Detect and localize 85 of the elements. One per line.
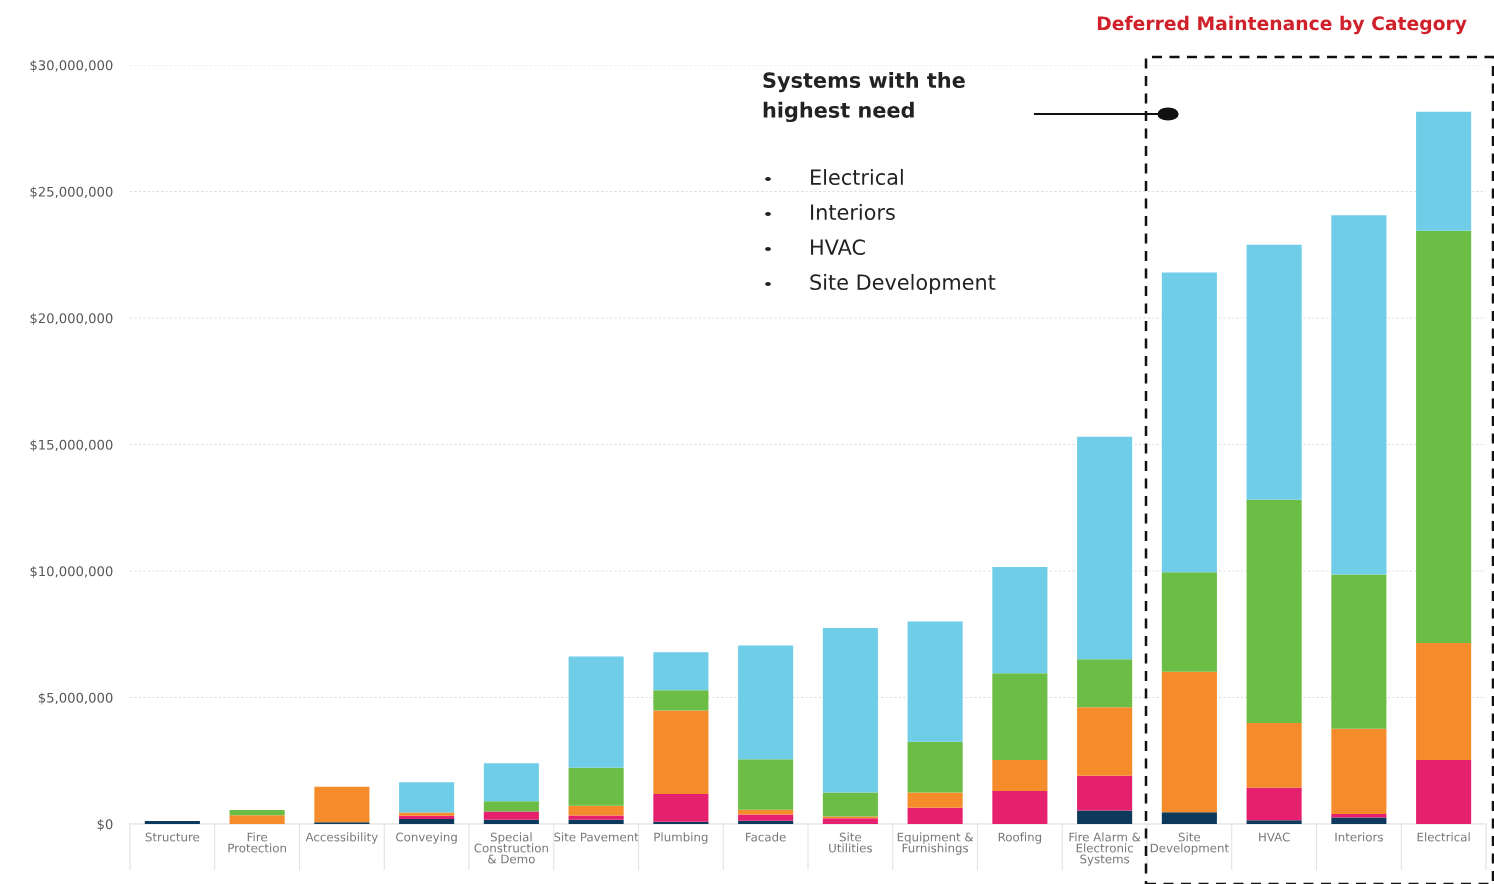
x-tick-label: Structure — [145, 832, 200, 842]
bar — [483, 819, 539, 824]
bar — [822, 792, 878, 817]
bar — [992, 791, 1048, 824]
bar — [1077, 707, 1133, 776]
bar — [1077, 436, 1133, 660]
y-tick-label: $30,000,000 — [30, 59, 113, 72]
y-tick-label: $25,000,000 — [30, 186, 113, 199]
bar — [314, 786, 370, 823]
x-tick-label: Site Pavement — [554, 832, 639, 842]
bar — [1161, 272, 1217, 573]
bar — [1416, 643, 1472, 760]
bar — [738, 759, 794, 810]
x-tick-label: Special Construction & Demo — [474, 832, 548, 864]
bar — [483, 763, 539, 802]
y-tick-label: $0 — [97, 818, 113, 831]
bar — [992, 759, 1048, 792]
bar — [1331, 728, 1387, 814]
bar — [1331, 817, 1387, 824]
bar — [568, 767, 624, 806]
annotation: Site Development — [810, 273, 996, 295]
bar — [483, 811, 539, 820]
bar — [1161, 812, 1217, 824]
bar — [822, 627, 878, 793]
bar — [653, 652, 709, 691]
x-tick-label: HVAC — [1259, 832, 1290, 842]
y-tick-label: $5,000,000 — [38, 692, 113, 705]
bar — [1331, 574, 1387, 729]
bar — [992, 673, 1048, 760]
x-tick-label: Facade — [746, 832, 786, 842]
y-tick-label: $15,000,000 — [30, 439, 113, 452]
x-tick-label: Roofing — [998, 832, 1042, 844]
bar — [229, 815, 285, 824]
bar — [1331, 215, 1387, 575]
bar — [738, 820, 794, 824]
x-tick-label: Site Utilities — [829, 832, 873, 853]
x-tick-label: Site Development — [1150, 832, 1229, 855]
annotation: HVAC — [811, 239, 865, 256]
bar — [399, 818, 455, 824]
annotation: Electrical — [811, 168, 903, 186]
bar — [144, 820, 200, 824]
bar — [738, 814, 794, 821]
bar — [907, 741, 963, 793]
x-tick-label: Conveying — [396, 832, 457, 844]
bar — [1416, 759, 1472, 824]
x-tick-label: Accessibility — [305, 832, 378, 844]
bar — [399, 782, 455, 813]
bar — [1077, 775, 1133, 811]
bar — [1161, 671, 1217, 813]
bar — [992, 566, 1048, 674]
bar — [653, 793, 709, 822]
bar — [653, 690, 709, 711]
bar — [483, 801, 539, 812]
bar — [1161, 572, 1217, 672]
x-tick-label: Fire Protection — [228, 832, 286, 853]
bar — [568, 656, 624, 768]
y-tick-label: $10,000,000 — [30, 565, 113, 578]
chart-title: Deferred Maintenance by Category — [1097, 15, 1467, 35]
bar — [907, 792, 963, 808]
bar — [568, 815, 624, 820]
x-tick-label: Plumbing — [654, 832, 708, 844]
bar — [568, 805, 624, 816]
annotation: Systems with the highest need — [763, 71, 965, 123]
annotation: Interiors — [811, 203, 895, 221]
bar — [229, 810, 285, 816]
bar — [1416, 230, 1472, 644]
x-tick-label: Interiors — [1335, 832, 1383, 842]
bar — [1077, 659, 1133, 708]
bar — [1246, 499, 1302, 724]
bar — [738, 645, 794, 760]
bar — [568, 819, 624, 824]
bar — [1246, 244, 1302, 500]
bar — [1077, 810, 1133, 824]
bar — [653, 710, 709, 794]
bar — [1246, 723, 1302, 788]
bar — [822, 818, 878, 824]
bar — [907, 807, 963, 824]
bar — [1246, 820, 1302, 824]
y-tick-label: $20,000,000 — [30, 312, 113, 325]
bar — [1416, 111, 1472, 231]
bar — [907, 621, 963, 742]
bar — [1246, 787, 1302, 821]
x-tick-label: Equipment & Furnishings — [897, 832, 974, 855]
x-tick-label: Fire Alarm & Electronic Systems — [1069, 832, 1141, 866]
x-tick-label: Electrical — [1417, 832, 1470, 842]
